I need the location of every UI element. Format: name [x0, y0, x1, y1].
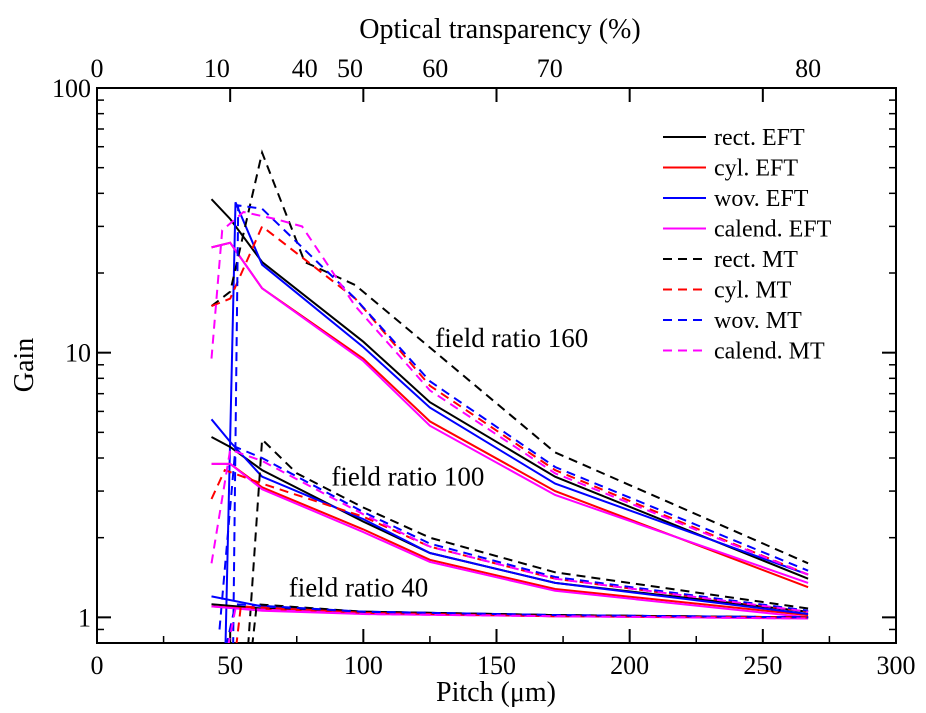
series-line: [227, 607, 809, 643]
x-tick-label: 300: [877, 651, 916, 680]
series-line: [211, 241, 809, 584]
series-line: [210, 149, 809, 565]
legend-label: calend. MT: [714, 339, 825, 365]
top-tick-label: 10: [204, 54, 230, 83]
series-layer: [210, 149, 809, 643]
legend-label: wov. MT: [714, 308, 802, 334]
y-axis-title: Gain: [9, 338, 40, 392]
legend-label: wov. EFT: [714, 186, 809, 212]
series-line: [210, 210, 809, 576]
y-tick-label: 1: [78, 603, 91, 632]
top-tick-label: 40: [292, 54, 318, 83]
x-tick-label: 200: [610, 651, 649, 680]
x-tick-label: 50: [217, 651, 243, 680]
top-tick-label: 70: [537, 54, 563, 83]
legend-label: cyl. MT: [714, 278, 792, 304]
annotation-layer: field ratio 160 field ratio 100 field rati…: [289, 323, 588, 602]
series-line: [211, 224, 809, 576]
series-line: [224, 201, 809, 643]
series-line: [232, 204, 809, 643]
series-line: [225, 603, 809, 643]
series-line: [218, 445, 809, 630]
field-ratio-annotation: field ratio 160: [435, 323, 588, 353]
series-line: [247, 437, 809, 643]
x-axis-title: Pitch (μm): [436, 677, 556, 708]
legend: rect. EFT cyl. EFT wov. EFT calend. EFT rect…: [663, 125, 832, 365]
x-tick-label: 100: [344, 651, 383, 680]
series-line: [210, 448, 809, 613]
legend-label: rect. EFT: [714, 125, 805, 151]
legend-label: rect. MT: [714, 247, 798, 273]
ticks-layer: 0 50 100 150 200 250 300 0 10 40 50 60 70 80 1 10 100: [52, 54, 916, 680]
series-line: [210, 198, 809, 580]
field-ratio-annotation: field ratio 100: [331, 461, 484, 491]
x-tick-label: 250: [743, 651, 782, 680]
top-axis-title: Optical transparency (%): [359, 14, 640, 45]
y-tick-label: 10: [65, 339, 91, 368]
series-line: [211, 462, 809, 619]
top-tick-label: 60: [422, 54, 448, 83]
y-tick-label: 100: [52, 74, 91, 103]
legend-label: calend. EFT: [714, 217, 832, 243]
top-tick-label: 50: [337, 54, 363, 83]
x-tick-label: 150: [477, 651, 516, 680]
series-line: [210, 418, 809, 615]
legend-label: cyl. EFT: [714, 156, 798, 182]
field-ratio-annotation: field ratio 40: [289, 572, 428, 602]
top-tick-label: 80: [795, 54, 821, 83]
x-tick-label: 0: [91, 651, 104, 680]
top-tick-label: 0: [91, 54, 104, 83]
